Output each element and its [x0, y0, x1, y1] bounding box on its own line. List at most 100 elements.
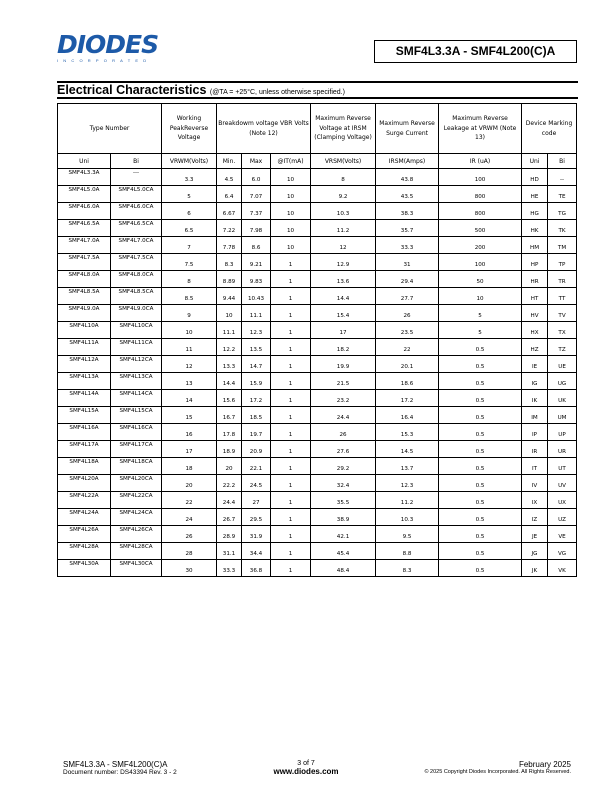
- subheader-cell: Uni: [521, 153, 549, 169]
- value-cell: 15.9: [241, 372, 272, 390]
- value-cell: 4.5: [216, 168, 243, 186]
- value-cell: 26.7: [216, 508, 243, 526]
- value-cell: 1: [270, 457, 312, 475]
- part-number-cell: SMF4L10A: [57, 321, 111, 339]
- header-working-voltage: Working PeakReverse Voltage: [161, 103, 218, 154]
- part-number-cell: SMF4L8.0CA: [109, 270, 163, 288]
- subheader-cell: Uni: [57, 153, 111, 169]
- value-cell: 50: [438, 270, 523, 288]
- table-row: SMF4L28A SMF4L28CA 28 31.1 34.4 1 45.4 8.8 0.5 JG…: [57, 542, 578, 560]
- value-cell: HD: [521, 168, 549, 186]
- value-cell: 42.1: [310, 525, 377, 543]
- value-cell: 0.5: [438, 508, 523, 526]
- value-cell: 1: [270, 406, 312, 424]
- value-cell: 15.6: [216, 389, 243, 407]
- value-cell: 10.3: [375, 508, 440, 526]
- divider: [57, 81, 578, 83]
- value-cell: 19.9: [310, 355, 377, 373]
- part-number-cell: SMF4L24CA: [109, 508, 163, 526]
- table-row: SMF4L7.0A SMF4L7.0CA 7 7.78 8.6 10 12 33.3 200 HM…: [57, 236, 578, 254]
- value-cell: 1: [270, 389, 312, 407]
- part-number-cell: SMF4L28A: [57, 542, 111, 560]
- value-cell: 33.3: [216, 559, 243, 577]
- value-cell: 8.3: [375, 559, 440, 577]
- footer-right: February 2025 © 2025 Copyright Diodes In…: [424, 760, 571, 775]
- value-cell: UZ: [547, 508, 578, 526]
- value-cell: 18: [161, 457, 218, 475]
- part-number-cell: SMF4L18A: [57, 457, 111, 475]
- value-cell: 14.4: [216, 372, 243, 390]
- part-number-cell: SMF4L12CA: [109, 355, 163, 373]
- value-cell: 7.5: [161, 253, 218, 271]
- header-surge-current: Maximum Reverse Surge Current: [375, 103, 440, 154]
- part-number-cell: SMF4L13A: [57, 372, 111, 390]
- value-cell: 29.4: [375, 270, 440, 288]
- value-cell: 27: [241, 491, 272, 509]
- value-cell: 35.5: [310, 491, 377, 509]
- value-cell: 7.22: [216, 219, 243, 237]
- value-cell: 12.2: [216, 338, 243, 356]
- value-cell: HZ: [521, 338, 549, 356]
- part-number-cell: SMF4L16CA: [109, 423, 163, 441]
- part-number-cell: SMF4L9.0CA: [109, 304, 163, 322]
- value-cell: 14.4: [310, 287, 377, 305]
- value-cell: 28.9: [216, 525, 243, 543]
- table-row: SMF4L9.0A SMF4L9.0CA 9 10 11.1 1 15.4 26 5 HV TV: [57, 304, 578, 322]
- value-cell: 12.9: [310, 253, 377, 271]
- table-row: SMF4L16A SMF4L16CA 16 17.8 19.7 1 26 15.3 0.5 IP U…: [57, 423, 578, 441]
- value-cell: 11.2: [375, 491, 440, 509]
- part-number-cell: SMF4L15A: [57, 406, 111, 424]
- part-number-cell: SMF4L10CA: [109, 321, 163, 339]
- part-number-cell: SMF4L22CA: [109, 491, 163, 509]
- value-cell: 9.5: [375, 525, 440, 543]
- table-row: SMF4L13A SMF4L13CA 13 14.4 15.9 1 21.5 18.6 0.5 I…: [57, 372, 578, 390]
- value-cell: 13: [161, 372, 218, 390]
- value-cell: 1: [270, 542, 312, 560]
- subheader-cell: VRSM(Volts): [310, 153, 377, 169]
- value-cell: 10: [270, 202, 312, 220]
- header-type-number: Type Number: [56, 103, 163, 154]
- value-cell: 0.5: [438, 355, 523, 373]
- value-cell: HR: [521, 270, 549, 288]
- part-number-cell: SMF4L22A: [57, 491, 111, 509]
- part-number-cell: SMF4L26CA: [109, 525, 163, 543]
- value-cell: 31.1: [216, 542, 243, 560]
- value-cell: 12: [161, 355, 218, 373]
- value-cell: 29.2: [310, 457, 377, 475]
- value-cell: 8: [161, 270, 218, 288]
- value-cell: 1: [270, 321, 312, 339]
- value-cell: 8.6: [241, 236, 272, 254]
- website-link[interactable]: www.diodes.com: [273, 767, 339, 776]
- part-number-cell: SMF4L30A: [57, 559, 111, 577]
- value-cell: JG: [521, 542, 549, 560]
- part-number-cell: SMF4L11A: [57, 338, 111, 356]
- value-cell: 13.5: [241, 338, 272, 356]
- value-cell: 30: [161, 559, 218, 577]
- table-row: SMF4L11A SMF4L11CA 11 12.2 13.5 1 18.2 22 0.5 HZ T…: [57, 338, 578, 356]
- page-number: 3 of 7: [297, 760, 315, 767]
- value-cell: UP: [547, 423, 578, 441]
- value-cell: 18.9: [216, 440, 243, 458]
- diodes-logo: DIODES INCORPORATED: [57, 32, 169, 63]
- value-cell: IX: [521, 491, 549, 509]
- value-cell: TM: [547, 236, 578, 254]
- value-cell: 1: [270, 355, 312, 373]
- value-cell: 100: [438, 168, 523, 186]
- value-cell: 0.5: [438, 406, 523, 424]
- part-number-cell: SMF4L3.3A: [57, 168, 111, 186]
- part-number-cell: SMF4L17A: [57, 440, 111, 458]
- value-cell: 10: [270, 236, 312, 254]
- value-cell: UR: [547, 440, 578, 458]
- value-cell: 20.1: [375, 355, 440, 373]
- value-cell: TE: [547, 185, 578, 203]
- table-row: SMF4L3.3A --- 3.3 4.5 6.0 10 8 43.8 100 HD --: [57, 168, 578, 186]
- value-cell: 1: [270, 338, 312, 356]
- table-row: SMF4L6.0A SMF4L6.0CA 6 6.67 7.37 10 10.3 38.3 80…: [57, 202, 578, 220]
- value-cell: 13.6: [310, 270, 377, 288]
- value-cell: 20: [216, 457, 243, 475]
- value-cell: 0.5: [438, 542, 523, 560]
- table-row: SMF4L8.5A SMF4L8.5CA 8.5 9.44 10.43 1 14.4 27.7…: [57, 287, 578, 305]
- value-cell: 22.1: [241, 457, 272, 475]
- part-number-cell: SMF4L14A: [57, 389, 111, 407]
- part-number-cell: SMF4L28CA: [109, 542, 163, 560]
